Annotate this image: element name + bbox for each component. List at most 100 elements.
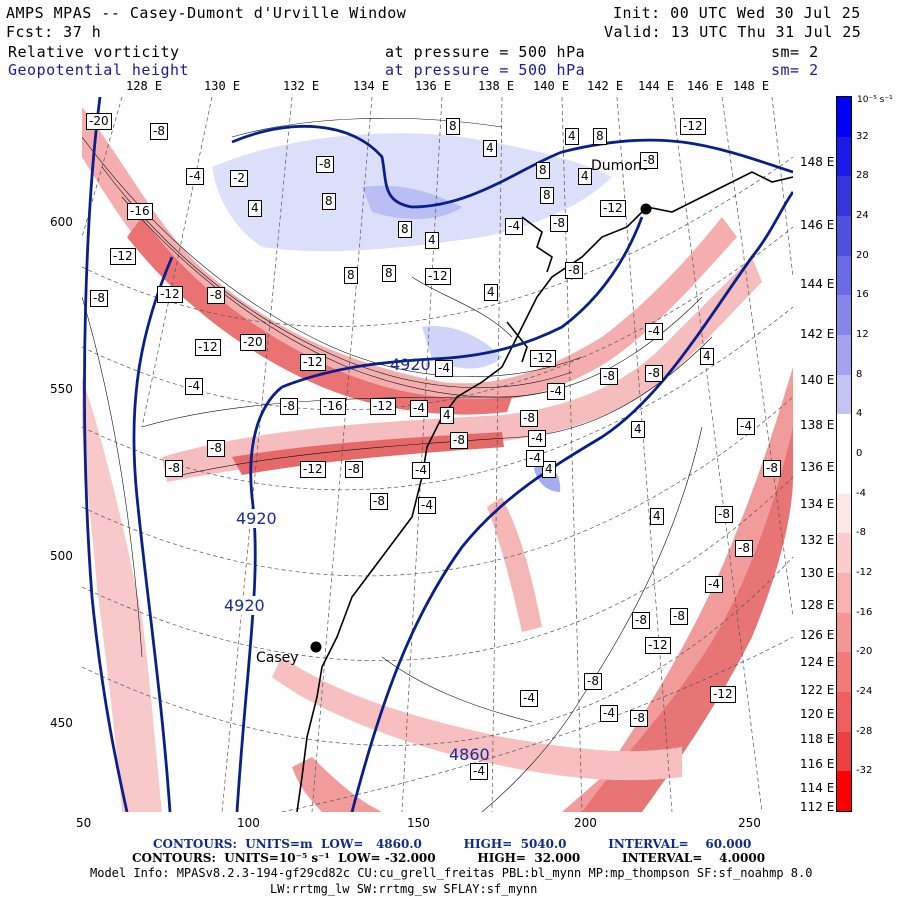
vorticity-value-label: -8 <box>640 152 658 169</box>
vorticity-value-label: -8 <box>520 410 538 427</box>
vorticity-value-label: -8 <box>345 461 363 478</box>
colorbar-swatch <box>837 612 851 653</box>
colorbar-swatch <box>837 533 851 573</box>
colorbar-tick-label: -8 <box>856 527 866 539</box>
right-lon-label: 132 E <box>800 533 835 547</box>
vorticity-value-label: -8 <box>370 493 388 510</box>
vorticity-value-label: 4 <box>248 200 262 217</box>
colorbar-swatch <box>837 771 851 811</box>
vorticity-value-label: -4 <box>737 418 755 435</box>
lon-label: 144 E <box>638 79 675 93</box>
vorticity-value-label: -8 <box>550 215 568 232</box>
casey-station-dot <box>310 641 322 653</box>
height-contour-label: 4920 <box>236 509 277 528</box>
vorticity-value-label: -12 <box>645 637 671 654</box>
right-lon-label: 114 E <box>800 781 835 795</box>
vorticity-value-label: -8 <box>565 262 583 279</box>
colorbar-tick-label: 16 <box>856 289 869 301</box>
lon-label: 132 E <box>283 79 320 93</box>
colorbar-tick-label: -24 <box>856 686 873 697</box>
height-contour-label: 4860 <box>449 745 490 764</box>
colorbar-swatch <box>837 97 851 137</box>
lon-label: 142 E <box>587 79 624 93</box>
vorticity-value-label: 8 <box>536 162 550 179</box>
model-info-physics: LW:rrtmg_lw SW:rrtmg_sw SFLAY:sf_mynn <box>270 882 538 896</box>
colorbar-tick-label: 8 <box>856 368 863 380</box>
vorticity-contours <box>82 117 713 812</box>
vorticity-value-label: 4 <box>483 140 497 157</box>
vorticity-value-label: -12 <box>680 118 706 135</box>
vorticity-value-label: -8 <box>207 440 225 457</box>
vorticity-value-label: -8 <box>90 290 108 307</box>
vorticity-value-label: -12 <box>110 248 136 265</box>
vorticity-value-label: -12 <box>425 268 451 285</box>
colorbar-swatch <box>837 414 851 454</box>
vorticity-contour-info: CONTOURS: UNITS=10⁻⁵ s⁻¹ LOW= -32.000 HI… <box>132 851 766 865</box>
vorticity-value-label: -8 <box>316 156 334 173</box>
right-lon-label: 146 E <box>800 218 835 232</box>
colorbar-tick-label: 20 <box>856 249 869 261</box>
y-tick: 550 <box>50 382 73 396</box>
vorticity-value-label: -8 <box>584 673 602 690</box>
vorticity-value-label: -4 <box>435 360 453 377</box>
vorticity-value-label: -8 <box>450 432 468 449</box>
colorbar-tick-label: 12 <box>856 329 869 340</box>
vorticity-value-label: 8 <box>446 118 460 135</box>
right-lon-label: 140 E <box>800 373 835 387</box>
vorticity-value-label: -2 <box>230 170 248 187</box>
vorticity-value-label: 8 <box>540 187 554 204</box>
vorticity-value-label: -4 <box>705 576 723 593</box>
title-left: AMPS MPAS -- Casey-Dumont d'Urville Wind… <box>6 4 407 22</box>
lon-label: 146 E <box>687 79 724 93</box>
field1-name: Relative vorticity <box>8 43 180 61</box>
right-lon-label: 120 E <box>800 707 835 721</box>
field1-smoothing: sm= 2 <box>771 43 819 61</box>
vorticity-value-label: -12 <box>300 461 326 478</box>
model-info: Model Info: MPASv8.2.3-194-gf29cd82c CU:… <box>90 866 813 880</box>
vorticity-value-label: -20 <box>86 113 112 130</box>
colorbar <box>836 96 852 812</box>
vorticity-value-label: -8 <box>645 365 663 382</box>
vorticity-value-label: 4 <box>650 508 664 525</box>
right-lon-label: 128 E <box>800 598 835 612</box>
colorbar-swatch <box>837 216 851 256</box>
vorticity-value-label: 8 <box>322 193 336 210</box>
right-lon-label: 122 E <box>800 683 835 697</box>
colorbar-tick-label: -16 <box>856 606 873 618</box>
vorticity-value-label: -12 <box>530 350 556 367</box>
height-contour-label: 4920 <box>390 355 431 374</box>
vorticity-value-label: -12 <box>600 200 626 217</box>
x-tick: 250 <box>738 816 761 830</box>
vorticity-value-label: -8 <box>715 506 733 523</box>
colorbar-unit: 10⁻⁵ s⁻¹ <box>857 95 893 105</box>
colorbar-swatch <box>837 295 851 335</box>
right-lon-label: 142 E <box>800 327 835 341</box>
vorticity-value-label: -8 <box>735 540 753 557</box>
vorticity-value-label: -12 <box>370 398 396 415</box>
lon-label: 134 E <box>353 79 390 93</box>
right-lon-label: 118 E <box>800 732 835 746</box>
colorbar-swatch <box>837 335 851 375</box>
height-contour-info: CONTOURS: UNITS=m LOW= 4860.0 HIGH= 5040… <box>153 837 752 851</box>
forecast-hour: Fcst: 37 h <box>6 23 102 41</box>
vorticity-value-label: 4 <box>425 232 439 249</box>
vorticity-value-label: -4 <box>470 763 488 780</box>
vorticity-value-label: -4 <box>410 400 428 417</box>
vorticity-value-label: 4 <box>542 461 556 478</box>
colorbar-tick-label: -20 <box>856 646 873 658</box>
lon-label: 136 E <box>415 79 452 93</box>
field2-name: Geopotential height <box>8 61 190 79</box>
right-lon-label: 136 E <box>800 460 835 474</box>
lon-label: 140 E <box>533 79 570 93</box>
field2-smoothing: sm= 2 <box>771 61 819 79</box>
colorbar-tick-label: 24 <box>856 210 869 221</box>
map-panel <box>82 97 793 812</box>
x-tick: 150 <box>407 816 430 830</box>
vorticity-value-label: -20 <box>240 334 266 351</box>
right-lon-label: 112 E <box>800 800 835 814</box>
colorbar-tick-label: 28 <box>856 170 869 182</box>
vorticity-value-label: -12 <box>710 686 736 703</box>
vorticity-value-label: -4 <box>412 462 430 479</box>
coastline <box>296 171 793 812</box>
vorticity-value-label: -16 <box>320 398 346 415</box>
